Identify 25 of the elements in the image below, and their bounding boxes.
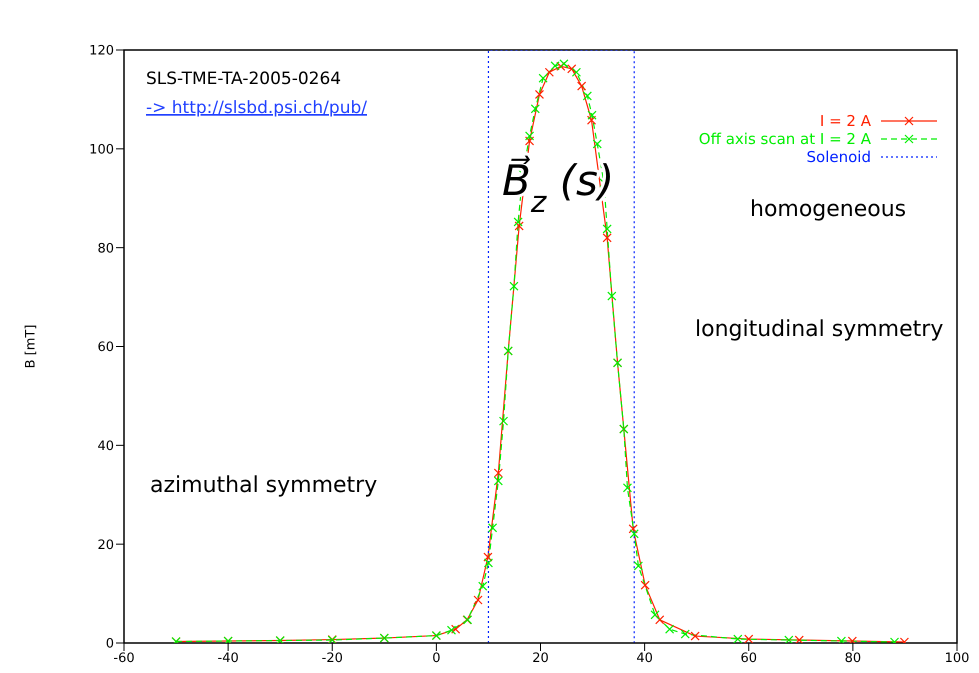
- y-tick-label: 60: [97, 340, 114, 356]
- y-tick-label: 0: [106, 636, 114, 652]
- x-tick-label: -60: [113, 651, 135, 666]
- x-tick-label: -20: [322, 651, 343, 666]
- annotation: longitudinal symmetry: [695, 317, 944, 342]
- y-tick-label: 40: [97, 438, 114, 454]
- annotation: SLS-TME-TA-2005-0264: [146, 69, 342, 89]
- y-tick-label: 20: [97, 538, 114, 553]
- legend-label: I = 2 A: [820, 112, 871, 130]
- x-tick-label: 0: [432, 651, 441, 666]
- annotation: -> http://slsbd.psi.ch/pub/: [146, 98, 368, 118]
- legend-label: Off axis scan at I = 2 A: [698, 130, 871, 148]
- x-tick-label: -40: [218, 651, 239, 666]
- x-tick-label: 80: [844, 651, 862, 666]
- y-axis-title: B [mT]: [24, 324, 39, 368]
- annotation: homogeneous: [750, 197, 906, 222]
- y-tick-label: 100: [89, 142, 114, 158]
- x-tick-label: 40: [636, 651, 653, 666]
- legend-label: Solenoid: [806, 148, 871, 166]
- x-tick-label: 60: [740, 651, 758, 666]
- y-tick-label: 120: [89, 44, 114, 59]
- x-tick-label: 100: [944, 651, 970, 666]
- y-tick-label: 80: [97, 241, 114, 256]
- x-tick-label: 20: [532, 651, 549, 666]
- annotation: azimuthal symmetry: [150, 473, 378, 498]
